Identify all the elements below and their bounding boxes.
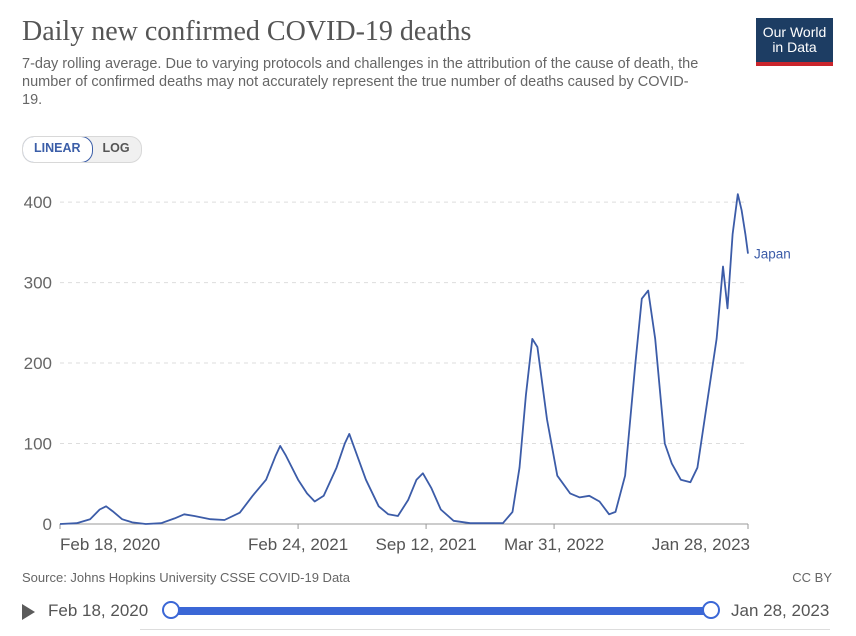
- x-tick-label: Feb 18, 2020: [60, 535, 160, 554]
- x-tick-label: Jan 28, 2023: [652, 535, 750, 554]
- y-tick-label: 400: [24, 193, 52, 212]
- chart-subtitle: 7-day rolling average. Due to varying pr…: [22, 56, 699, 108]
- timeline-track[interactable]: [171, 607, 711, 615]
- x-tick-label: Mar 31, 2022: [504, 535, 604, 554]
- timeline-end-label: Jan 28, 2023: [731, 601, 830, 620]
- y-tick-label: 200: [24, 354, 52, 373]
- x-tick-label: Feb 24, 2021: [248, 535, 348, 554]
- owid-logo[interactable]: Our World in Data: [756, 18, 833, 66]
- timeline: Feb 18, 2020 Jan 28, 2023: [0, 596, 856, 626]
- timeline-end-handle[interactable]: [702, 601, 720, 619]
- line-chart[interactable]: 0 100 200 300 400 Feb 18, 2020 Feb 24, 2021 Sep…: [0, 160, 856, 560]
- play-icon[interactable]: [22, 604, 35, 620]
- logo-line-2: in Data: [772, 39, 817, 55]
- license-link[interactable]: CC BY: [792, 570, 832, 585]
- scale-toggle: LINEAR LOG: [22, 136, 142, 163]
- timeline-start-label: Feb 18, 2020: [48, 601, 149, 620]
- linear-scale-button[interactable]: LINEAR: [22, 137, 93, 162]
- log-scale-button[interactable]: LOG: [102, 141, 130, 155]
- source-note[interactable]: Source: Johns Hopkins University CSSE CO…: [22, 570, 351, 585]
- logo-line-1: Our World: [762, 24, 827, 40]
- y-tick-label: 300: [24, 274, 52, 293]
- y-tick-label: 100: [24, 435, 52, 454]
- y-tick-label: 0: [43, 515, 52, 534]
- series-line-japan: [59, 193, 749, 525]
- x-tick-label: Sep 12, 2021: [376, 535, 477, 554]
- bottom-tab-bar: [140, 629, 830, 636]
- timeline-start-handle[interactable]: [162, 601, 180, 619]
- chart-title: Daily new confirmed COVID-19 deaths: [22, 16, 472, 47]
- series-label: Japan: [754, 247, 791, 262]
